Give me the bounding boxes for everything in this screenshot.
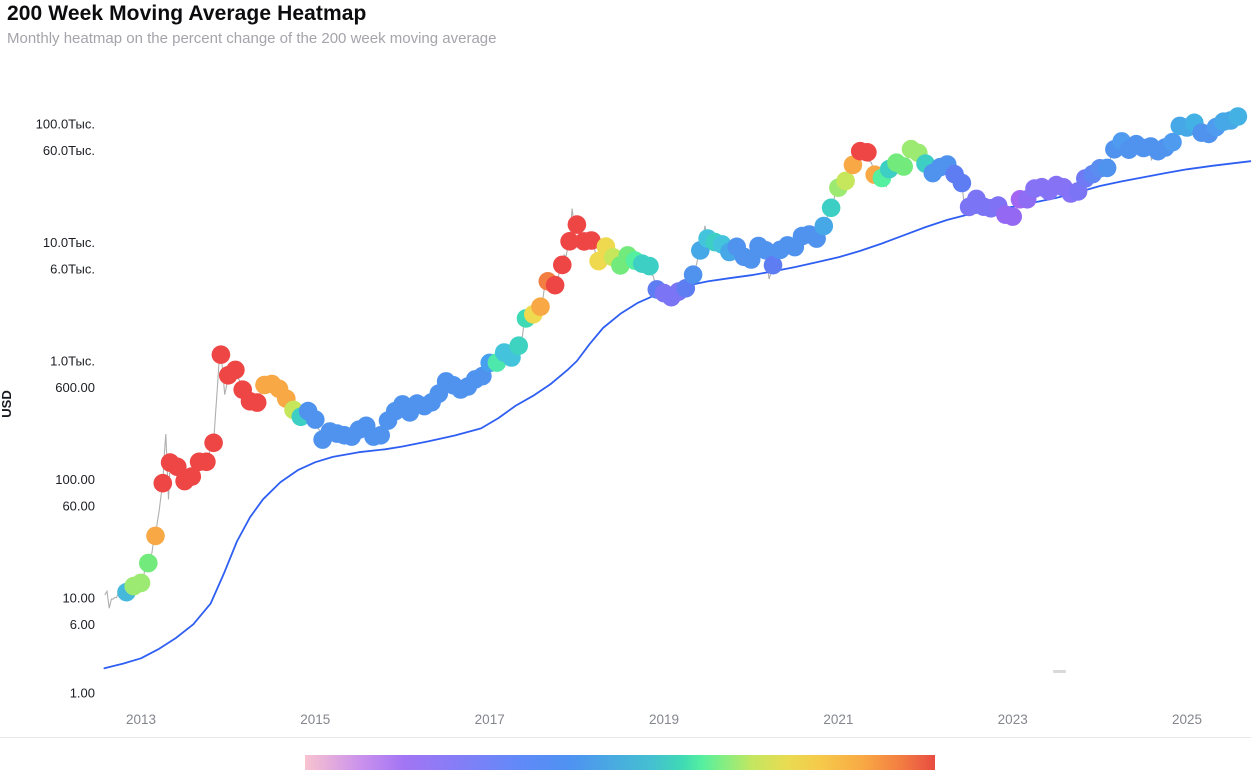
y-axis-tick-label: 10.00 bbox=[62, 591, 95, 606]
heatmap-dot[interactable] bbox=[683, 265, 703, 285]
chart-header: 200 Week Moving Average Heatmap Monthly … bbox=[7, 2, 497, 47]
y-axis-tick-label: 6.0Тыс. bbox=[50, 261, 95, 276]
heatmap-dot[interactable] bbox=[197, 452, 216, 472]
heatmap-dot[interactable] bbox=[814, 216, 834, 236]
heatmap-dot[interactable] bbox=[763, 255, 783, 275]
heatmap-dot[interactable] bbox=[582, 231, 601, 250]
heatmap-dot[interactable] bbox=[858, 143, 877, 162]
chart-title: 200 Week Moving Average Heatmap bbox=[7, 2, 367, 25]
moving-average-line bbox=[103, 160, 1251, 670]
heatmap-dot[interactable] bbox=[306, 410, 325, 429]
heatmap-dot[interactable] bbox=[168, 457, 187, 477]
heatmap-dot[interactable] bbox=[545, 275, 565, 295]
heatmap-dot[interactable] bbox=[640, 256, 659, 276]
y-axis-title: USD bbox=[0, 390, 14, 417]
y-axis-tick-label: 1.00 bbox=[70, 686, 95, 701]
y-axis-tick-label: 100.00 bbox=[55, 472, 95, 487]
x-axis-tick-label: 2021 bbox=[823, 712, 853, 727]
heatmap-dot[interactable] bbox=[139, 553, 158, 573]
heatmap-dot[interactable] bbox=[894, 157, 913, 176]
y-axis-tick-label: 1.0Тыс. bbox=[50, 354, 95, 369]
heatmap-dot[interactable] bbox=[531, 297, 550, 317]
x-axis-tick-label: 2019 bbox=[649, 712, 679, 727]
heatmap-dot[interactable] bbox=[553, 255, 572, 275]
heatmap-dot[interactable] bbox=[247, 393, 267, 412]
y-axis-tick-label: 10.0Тыс. bbox=[43, 235, 95, 250]
x-axis-tick-label: 2017 bbox=[475, 712, 505, 727]
chart-subtitle: Monthly heatmap on the percent change of… bbox=[7, 30, 497, 47]
x-axis-tick-label: 2013 bbox=[126, 712, 156, 727]
heatmap-dot[interactable] bbox=[509, 336, 528, 356]
x-axis-tick-label: 2023 bbox=[998, 712, 1028, 727]
heatmap-dot[interactable] bbox=[146, 526, 165, 546]
heatmap-dot[interactable] bbox=[1228, 107, 1248, 126]
heatmap-dot[interactable] bbox=[371, 426, 391, 445]
color-scale-bar bbox=[305, 755, 935, 770]
heatmap-dot[interactable] bbox=[182, 467, 202, 486]
heatmap-dot[interactable] bbox=[567, 215, 587, 234]
y-axis-tick-label: 6.00 bbox=[70, 617, 95, 632]
heatmap-dot[interactable] bbox=[204, 433, 223, 453]
heatmap-dot[interactable] bbox=[1163, 132, 1182, 152]
heatmap-dot[interactable] bbox=[756, 241, 775, 260]
heatmap-dot[interactable] bbox=[589, 251, 608, 271]
y-axis-tick-label: 600.00 bbox=[55, 380, 95, 395]
heatmap-dot[interactable] bbox=[843, 155, 863, 175]
heatmap-dot[interactable] bbox=[211, 345, 231, 365]
x-axis-tick-label: 2025 bbox=[1172, 712, 1202, 727]
y-axis-tick-label: 60.0Тыс. bbox=[43, 143, 95, 158]
heatmap-dot[interactable] bbox=[153, 473, 173, 493]
x-axis-tick-label: 2015 bbox=[300, 712, 330, 727]
heatmap-dot[interactable] bbox=[952, 173, 972, 193]
heatmap-dot[interactable] bbox=[836, 171, 855, 191]
heatmap-dot[interactable] bbox=[560, 232, 579, 251]
heatmap-dot[interactable] bbox=[1097, 158, 1117, 178]
heatmap-dot[interactable] bbox=[131, 573, 151, 593]
y-axis-tick-label: 100.0Тыс. bbox=[36, 117, 95, 132]
heatmap-dot[interactable] bbox=[226, 360, 245, 380]
heatmap-dot[interactable] bbox=[821, 198, 841, 218]
heatmap-dot[interactable] bbox=[676, 279, 696, 298]
heatmap-dot[interactable] bbox=[1003, 207, 1022, 226]
y-axis-tick-label: 60.00 bbox=[62, 498, 95, 513]
watermark-dash bbox=[1053, 670, 1066, 673]
